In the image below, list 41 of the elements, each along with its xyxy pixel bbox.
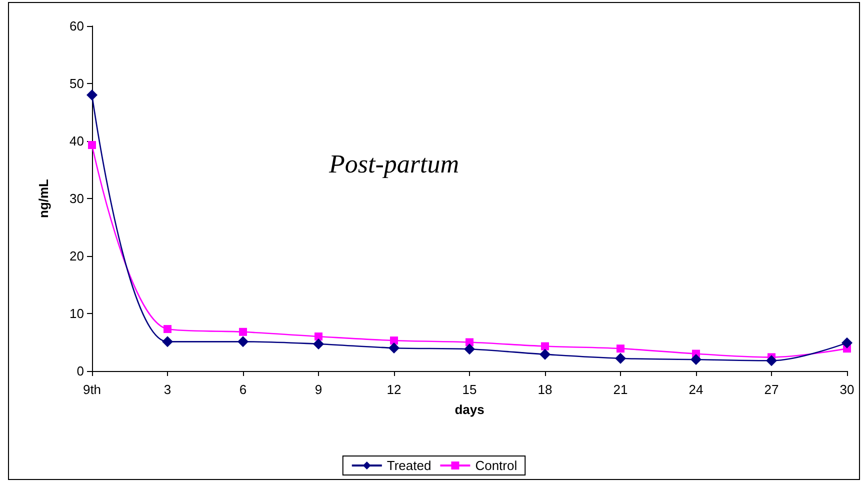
point (766, 355, 777, 366)
legend-label: Treated (386, 458, 432, 473)
point (464, 344, 475, 355)
point (540, 348, 550, 360)
x-axis-title: days (454, 402, 484, 417)
point (238, 336, 248, 348)
x-tick-label: 18 (538, 382, 552, 397)
x-tick-label: 27 (764, 382, 779, 397)
point (842, 337, 852, 348)
point (690, 354, 702, 365)
x-tick-label: 9th (82, 382, 102, 397)
x-tick-label: 12 (386, 382, 402, 397)
point (164, 325, 172, 334)
annotation: Post-partum (328, 150, 459, 178)
point (86, 90, 98, 100)
y-tick-label: 20 (70, 248, 84, 264)
point (616, 344, 624, 353)
x-tick-label: 21 (613, 382, 628, 397)
y-tick-label: 40 (70, 134, 84, 148)
x-tick-label: 9 (314, 382, 322, 397)
x-tick-label: 30 (840, 382, 854, 397)
legend-label: Control (475, 458, 518, 473)
point (388, 342, 400, 354)
y-tick-label: 30 (70, 191, 84, 206)
x-tick-label: 6 (239, 382, 247, 397)
point (541, 342, 549, 350)
y-tick-label: 50 (70, 76, 84, 91)
y-tick-label: 10 (70, 306, 84, 321)
x-tick-label: 15 (462, 382, 477, 397)
point (88, 141, 96, 150)
y-axis-title: ng/mL (36, 178, 51, 218)
x-tick-label: 3 (164, 382, 172, 397)
point (239, 328, 247, 336)
point (390, 336, 398, 345)
point (313, 338, 324, 350)
point (314, 332, 322, 340)
point (162, 336, 173, 348)
x-tick-label: 24 (688, 382, 704, 397)
y-tick-label: 0 (76, 364, 84, 378)
y-tick-label: 60 (70, 18, 84, 34)
point (615, 352, 626, 364)
